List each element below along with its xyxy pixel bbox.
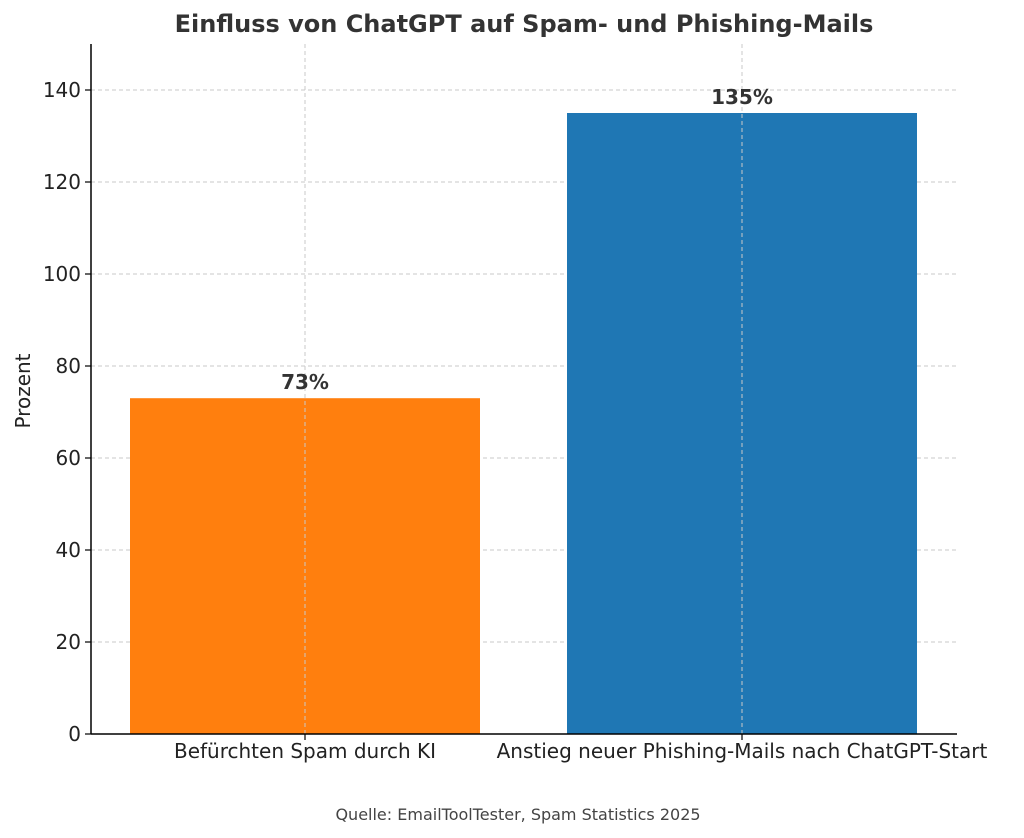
- vertical-grid: [304, 44, 743, 734]
- source-note: Quelle: EmailToolTester, Spam Statistics…: [335, 805, 700, 824]
- y-tick-label: 20: [56, 630, 81, 654]
- y-tick-label: 0: [68, 722, 81, 746]
- data-labels: 73% 135%: [281, 85, 773, 394]
- bars: [130, 113, 917, 734]
- y-tick-label: 40: [56, 538, 81, 562]
- chart-title: Einfluss von ChatGPT auf Spam- und Phish…: [175, 10, 874, 38]
- y-tick-label: 80: [56, 354, 81, 378]
- bar-1: [130, 398, 480, 734]
- x-tick-label: Anstieg neuer Phishing-Mails nach ChatGP…: [497, 739, 988, 763]
- y-tick-label: 140: [43, 78, 81, 102]
- x-tick-label: Befürchten Spam durch KI: [174, 739, 436, 763]
- axes: [90, 44, 957, 735]
- x-axis-ticks: Befürchten Spam durch KI Anstieg neuer Ph…: [174, 734, 988, 763]
- y-tick-label: 60: [56, 446, 81, 470]
- bar-value-label: 73%: [281, 370, 329, 394]
- bar-value-label: 135%: [711, 85, 773, 109]
- y-axis-label: Prozent: [11, 353, 35, 428]
- y-tick-label: 100: [43, 262, 81, 286]
- y-tick-label: 120: [43, 170, 81, 194]
- y-axis-ticks: 0 20 40 60 80 100 120 140: [43, 78, 91, 746]
